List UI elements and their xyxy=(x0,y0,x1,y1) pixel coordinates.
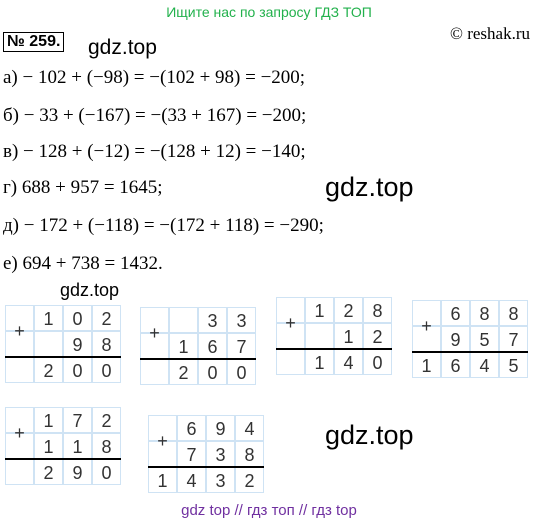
digit: 2 xyxy=(92,407,121,433)
digit: 8 xyxy=(363,297,392,323)
digit: 1 xyxy=(34,433,63,459)
sum-rule xyxy=(140,358,256,360)
digit: 6 xyxy=(441,300,470,326)
digit: 3 xyxy=(206,467,235,493)
digit: 7 xyxy=(63,407,92,433)
digit: 3 xyxy=(206,441,235,467)
digit: 8 xyxy=(470,300,499,326)
source: © reshak.ru xyxy=(450,24,530,43)
digit: 2 xyxy=(92,305,121,331)
digit: 0 xyxy=(363,349,392,375)
column-addition: 6 9 4 7 3 8 1 4 3 2 + xyxy=(148,415,264,493)
digit: 5 xyxy=(499,352,528,378)
digit: 1 xyxy=(63,433,92,459)
digit: 8 xyxy=(92,331,121,357)
digit: 0 xyxy=(63,357,92,383)
digit: 4 xyxy=(334,349,363,375)
digit: 6 xyxy=(177,415,206,441)
cell xyxy=(140,359,169,385)
digit: 1 xyxy=(169,333,198,359)
digit: 1 xyxy=(34,305,63,331)
footer: gdz top // гдз топ // гдз top xyxy=(181,502,357,519)
column-addition: 1 7 2 1 1 8 2 9 0 + xyxy=(5,407,121,485)
sum-rule xyxy=(5,356,121,358)
digit: 9 xyxy=(63,459,92,485)
digit: 2 xyxy=(34,357,63,383)
digit: 7 xyxy=(499,326,528,352)
sum-rule xyxy=(412,351,528,353)
plus-sign: + xyxy=(421,316,432,336)
plus-sign: + xyxy=(149,323,160,343)
digit: 8 xyxy=(499,300,528,326)
plus-sign: + xyxy=(14,321,25,341)
watermark: gdz.top xyxy=(325,420,414,450)
digit: 8 xyxy=(235,441,264,467)
watermark: gdz.top xyxy=(88,36,157,59)
cell xyxy=(305,323,334,349)
solution-line: д) − 172 + (−118) = −(172 + 118) = −290; xyxy=(3,215,324,236)
digit: 1 xyxy=(305,297,334,323)
digit: 7 xyxy=(177,441,206,467)
column-addition: 3 3 1 6 7 2 0 0 + xyxy=(140,307,256,385)
solution-line: е) 694 + 738 = 1432. xyxy=(3,253,163,274)
solution-line: б) − 33 + (−167) = −(33 + 167) = −200; xyxy=(3,105,307,126)
plus-sign: + xyxy=(14,423,25,443)
column-addition: 6 8 8 9 5 7 1 6 4 5 + xyxy=(412,300,528,378)
digit: 3 xyxy=(227,307,256,333)
cell xyxy=(5,407,34,433)
digit: 4 xyxy=(235,415,264,441)
digit: 9 xyxy=(441,326,470,352)
solution-line: г) 688 + 957 = 1645; xyxy=(3,177,163,198)
digit: 0 xyxy=(227,359,256,385)
banner: Ищите нас по запросу ГДЗ ТОП xyxy=(166,4,372,20)
solution-line: а) − 102 + (−98) = −(102 + 98) = −200; xyxy=(3,67,306,88)
digit: 2 xyxy=(169,359,198,385)
digit: 2 xyxy=(235,467,264,493)
digit: 9 xyxy=(63,331,92,357)
cell xyxy=(412,300,441,326)
digit: 8 xyxy=(92,433,121,459)
column-addition: 1 0 2 9 8 2 0 0 + xyxy=(5,305,121,383)
sum-rule xyxy=(276,348,392,350)
sum-rule xyxy=(148,466,264,468)
cell xyxy=(5,305,34,331)
cell xyxy=(276,297,305,323)
watermark: gdz.top xyxy=(60,280,120,300)
digit: 9 xyxy=(206,415,235,441)
digit: 1 xyxy=(148,467,177,493)
digit: 1 xyxy=(305,349,334,375)
watermark: gdz.top xyxy=(325,172,414,202)
digit: 6 xyxy=(441,352,470,378)
digit: 5 xyxy=(470,326,499,352)
digit: 2 xyxy=(34,459,63,485)
problem-number: № 259. xyxy=(3,32,65,52)
digit: 0 xyxy=(63,305,92,331)
solution-line: в) − 128 + (−12) = −(128 + 12) = −140; xyxy=(3,141,306,162)
cell xyxy=(34,331,63,357)
sum-rule xyxy=(5,458,121,460)
cell xyxy=(140,307,169,333)
digit: 2 xyxy=(334,297,363,323)
column-addition: 1 2 8 1 2 1 4 0 + xyxy=(276,297,392,375)
digit: 2 xyxy=(363,323,392,349)
cell xyxy=(169,307,198,333)
digit: 6 xyxy=(198,333,227,359)
digit: 0 xyxy=(92,459,121,485)
cell xyxy=(5,459,34,485)
digit: 4 xyxy=(470,352,499,378)
cell xyxy=(148,415,177,441)
digit: 0 xyxy=(198,359,227,385)
plus-sign: + xyxy=(285,313,296,333)
digit: 3 xyxy=(198,307,227,333)
digit: 0 xyxy=(92,357,121,383)
digit: 1 xyxy=(334,323,363,349)
digit: 1 xyxy=(412,352,441,378)
digit: 7 xyxy=(227,333,256,359)
cell xyxy=(276,349,305,375)
plus-sign: + xyxy=(157,431,168,451)
digit: 1 xyxy=(34,407,63,433)
digit: 4 xyxy=(177,467,206,493)
cell xyxy=(5,357,34,383)
